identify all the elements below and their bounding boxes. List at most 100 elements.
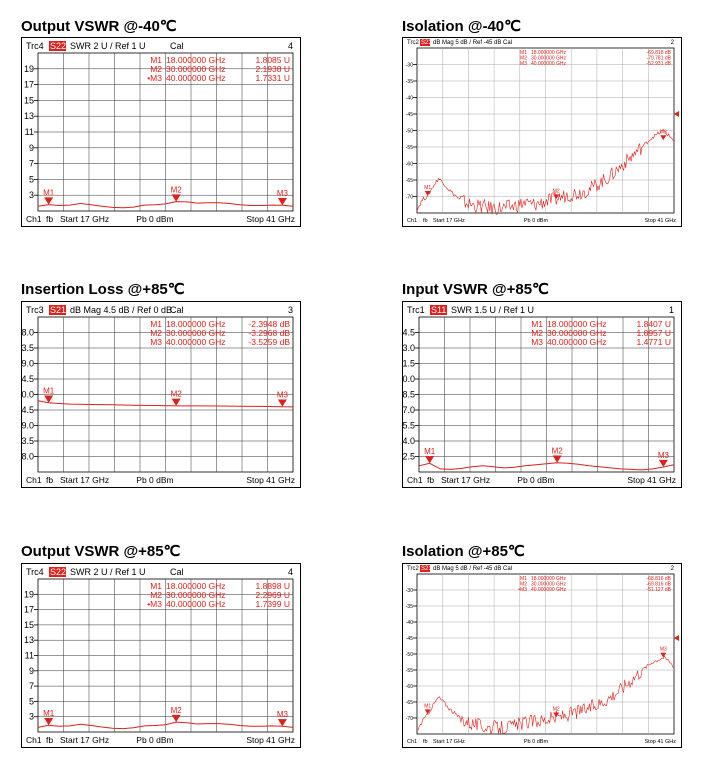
analyzer-screen: Trc4 S22 SWR 2 U / Ref 1 U Cal 4 19 17 15 13 11 9 7… bbox=[21, 37, 301, 227]
param-badge bbox=[420, 39, 430, 46]
trace-line bbox=[418, 462, 675, 471]
marker-triangle bbox=[277, 719, 287, 727]
marker-triangle bbox=[171, 398, 181, 406]
marker-table-name: M3 bbox=[150, 337, 162, 347]
channel-number: 1 bbox=[669, 305, 674, 315]
ytick-label: 15 bbox=[24, 95, 34, 105]
marker-triangle bbox=[660, 652, 667, 658]
analyzer-screen: Trc2 S21 dB Mag 5 dB / Ref -45 dB Cal 2 -30 -3… bbox=[402, 37, 682, 227]
marker-table-name: •M3 bbox=[147, 73, 162, 83]
marker-label: M3 bbox=[277, 710, 289, 719]
param-label: S22 bbox=[50, 567, 66, 577]
marker-table-freq: 18.000000 GHz bbox=[166, 581, 226, 591]
ytick-label: 9 bbox=[29, 666, 34, 676]
marker-label: M3 bbox=[277, 189, 289, 198]
footer-channel: Ch1 bbox=[26, 214, 42, 224]
trace-line bbox=[416, 128, 675, 215]
marker-table-freq: 30.000000 GHz bbox=[547, 328, 607, 338]
panel-output-vswr-minus40: Output VSWR @-40℃ Trc4 S22 SWR 2 U / Ref 1… bbox=[21, 17, 301, 227]
ytick-label: -55 bbox=[406, 145, 413, 151]
chart-title: Insertion Loss @+85℃ bbox=[21, 281, 185, 298]
marker-table-name: M1 bbox=[150, 55, 162, 65]
chart-svg: Trc4 S22 SWR 2 U / Ref 1 U Cal 4 19 17 15 13 11 9 7… bbox=[24, 567, 295, 745]
chart-title: Output VSWR @-40℃ bbox=[21, 18, 177, 35]
marker-table-name: •M3 bbox=[518, 587, 527, 593]
ytick-label: -65 bbox=[406, 700, 413, 706]
trace-line bbox=[37, 400, 294, 408]
marker-table-freq: 30.000000 GHz bbox=[531, 582, 567, 588]
marker-triangle bbox=[425, 456, 435, 464]
param-badge bbox=[49, 305, 66, 315]
ytick-label: 0.0 bbox=[22, 390, 34, 400]
marker-table-value: -51.127 dB bbox=[647, 587, 672, 593]
footer-fb: fb bbox=[46, 735, 53, 745]
chart-svg: Trc2 S21 dB Mag 5 dB / Ref -45 dB Cal 2 -30 -3… bbox=[406, 565, 679, 745]
marker-label: M1 bbox=[424, 185, 431, 191]
footer-power: Pb 0 dBm bbox=[136, 735, 173, 745]
trace-label: Trc4 bbox=[26, 41, 44, 51]
footer-stop: Stop 41 GHz bbox=[246, 214, 295, 224]
footer-start: Start 17 GHz bbox=[60, 214, 109, 224]
param-label: S21 bbox=[50, 305, 66, 315]
marker-table-name: M2 bbox=[150, 328, 162, 338]
ytick-label: -50 bbox=[406, 652, 413, 658]
ytick-label: 7.0 bbox=[403, 405, 415, 415]
panel-isolation-minus40: Isolation @-40℃ Trc2 S21 dB Mag 5 dB / Ref… bbox=[402, 17, 682, 227]
ytick-label: 11 bbox=[25, 651, 34, 661]
param-badge bbox=[430, 305, 447, 315]
marker-triangle bbox=[44, 717, 54, 726]
marker-table-freq: 40.000000 GHz bbox=[166, 599, 226, 609]
ytick-label: 3 bbox=[29, 190, 34, 200]
ytick-label: 5 bbox=[29, 174, 34, 184]
trace-label: Trc3 bbox=[26, 305, 44, 315]
ytick-label: 8.5 bbox=[403, 390, 415, 400]
ytick-label: 18.0 bbox=[22, 328, 34, 338]
footer-power: Pb 0 dBm bbox=[524, 218, 549, 224]
chart-title: Input VSWR @+85℃ bbox=[402, 281, 549, 298]
marker-table-value: 2.2969 U bbox=[256, 590, 291, 600]
ytick-label: 7 bbox=[29, 681, 34, 691]
marker-label: M2 bbox=[552, 447, 564, 456]
reference-level-marker bbox=[674, 635, 679, 641]
ytick-label: 13.5 bbox=[22, 343, 34, 353]
ytick-label: -40 bbox=[406, 620, 413, 626]
ytick-label: 9.0 bbox=[22, 359, 34, 369]
marker-table-value: 1.8407 U bbox=[637, 319, 672, 329]
footer-fb: fb bbox=[427, 475, 434, 485]
trace-line bbox=[37, 721, 294, 730]
marker-label: M2 bbox=[171, 185, 183, 194]
ytick-label: 19 bbox=[24, 64, 34, 74]
marker-table-value: -52.931 dB bbox=[647, 61, 672, 67]
trace-label: Trc4 bbox=[26, 567, 44, 577]
marker-table-freq: 40.000000 GHz bbox=[166, 73, 226, 83]
ytick-label: -60 bbox=[406, 162, 413, 168]
param-label: S11 bbox=[431, 305, 446, 315]
channel-number: 4 bbox=[288, 41, 293, 51]
footer-power: Pb 0 dBm bbox=[524, 739, 549, 745]
marker-table-value: -70.781 dB bbox=[647, 56, 672, 62]
marker-label: M1 bbox=[43, 188, 55, 197]
footer-stop: Stop 41 GHz bbox=[246, 735, 295, 745]
marker-table-name: M2 bbox=[520, 56, 527, 62]
ytick-label: -40 bbox=[406, 96, 413, 102]
panel-output-vswr-plus85: Output VSWR @+85℃ Trc4 S22 SWR 2 U / Ref 1… bbox=[21, 542, 301, 752]
format-label: SWR 2 U / Ref 1 U bbox=[70, 41, 146, 51]
marker-table-name: M2 bbox=[520, 582, 527, 588]
chart-title: Output VSWR @+85℃ bbox=[21, 543, 181, 560]
trace-line bbox=[37, 201, 294, 209]
cal-label: Cal bbox=[503, 40, 512, 46]
marker-label: M1 bbox=[424, 703, 431, 709]
footer-stop: Stop 41 GHz bbox=[645, 218, 677, 224]
marker-table-name: M1 bbox=[520, 50, 527, 56]
panel-isolation-plus85: Isolation @+85℃ Trc2 S21 dB Mag 5 dB / Ref… bbox=[402, 542, 682, 752]
param-label: S22 bbox=[50, 41, 66, 51]
panel-input-vswr-plus85: Input VSWR @+85℃ Trc1 S11 SWR 1.5 U / Ref … bbox=[402, 280, 682, 490]
ytick-label: 13 bbox=[24, 635, 34, 645]
marker-triangle bbox=[171, 714, 181, 723]
marker-table-freq: 30.000000 GHz bbox=[166, 64, 226, 74]
ytick-label: 10.0 bbox=[403, 374, 415, 384]
param-badge bbox=[49, 567, 66, 577]
marker-table-value: -68.816 dB bbox=[647, 576, 672, 582]
chart-svg: Trc1 S11 SWR 1.5 U / Ref 1 U 1 14.5 13.0 11.5 1… bbox=[403, 305, 676, 485]
